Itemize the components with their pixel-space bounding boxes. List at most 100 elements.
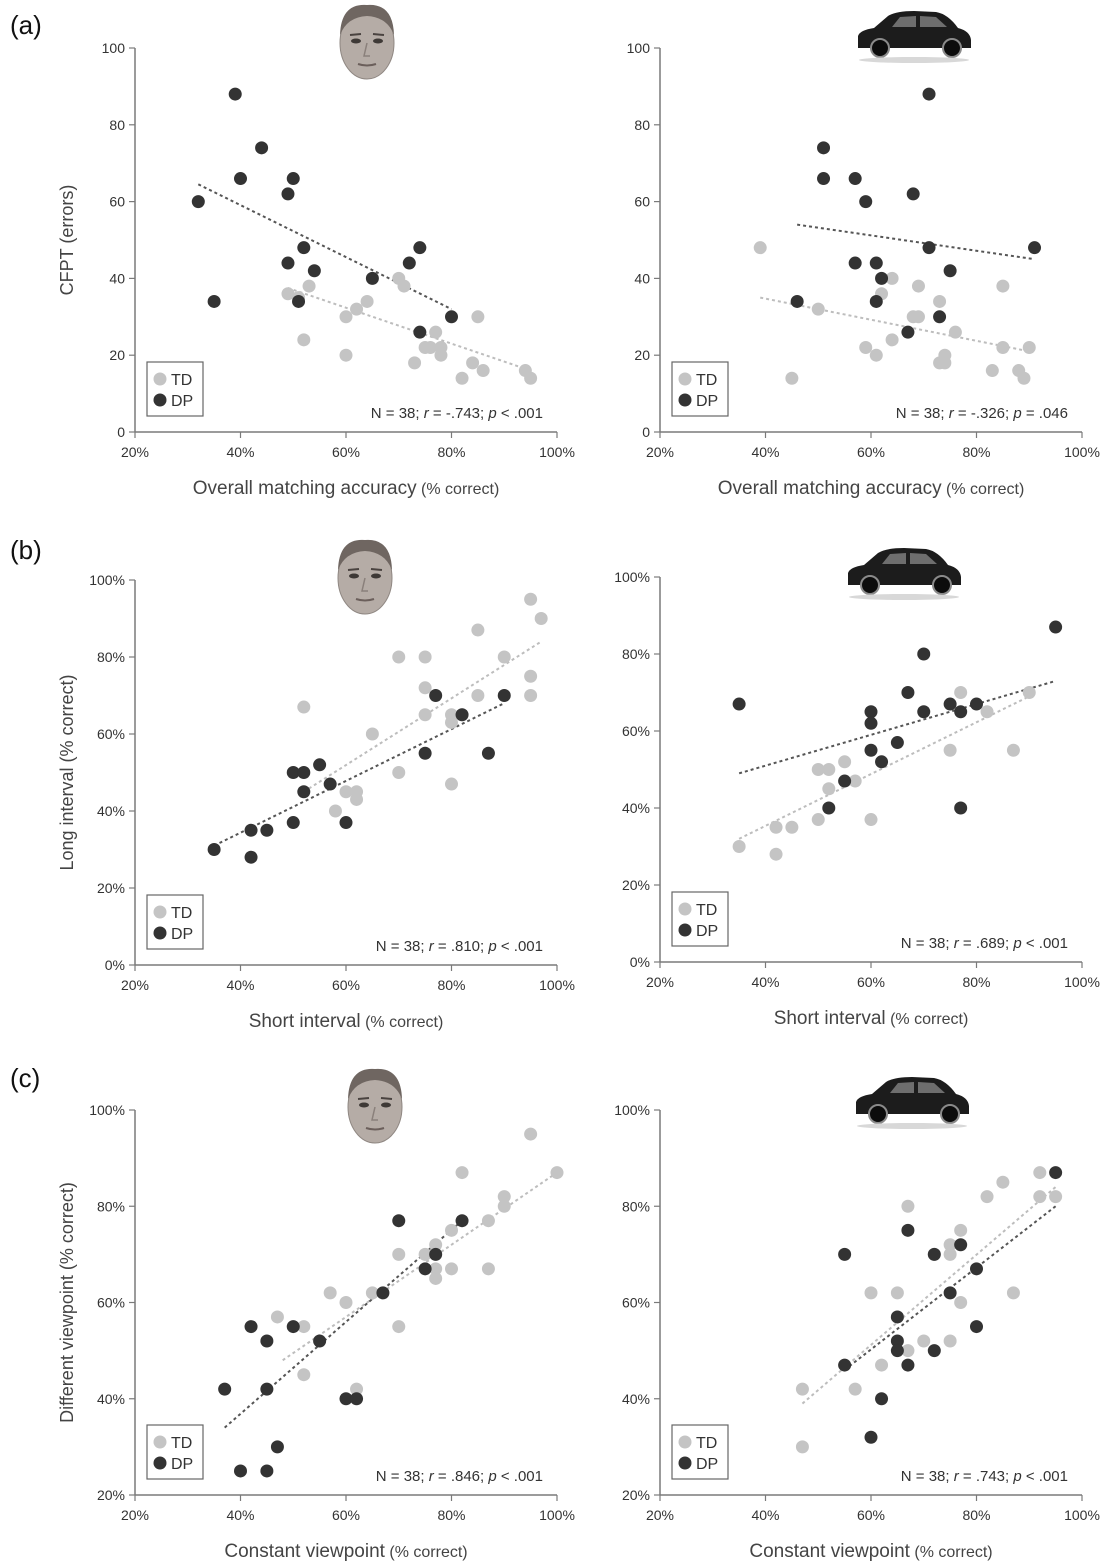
chart-b-face: 0% 20% 40% 60% 80% 100% 20% 40% 60% 80% 100% Short … <box>57 539 575 1032</box>
legend-label-td: TD <box>171 905 192 922</box>
y-tick-label: 40% <box>97 1391 125 1407</box>
data-point-td <box>769 847 783 861</box>
data-point-dp <box>260 823 274 837</box>
x-tick-label: 60% <box>857 444 885 460</box>
data-point-dp <box>481 746 495 760</box>
data-point-dp <box>838 1358 852 1372</box>
x-axis-label-unit: (% correct) <box>385 1544 468 1561</box>
car-rear-window <box>918 1082 945 1093</box>
data-point-td <box>471 689 485 702</box>
car-photo-icon <box>848 548 961 600</box>
stats-n: N = 38; <box>371 405 424 422</box>
face-photo-icon <box>347 1068 403 1144</box>
data-point-dp <box>392 1214 406 1228</box>
panel-label-b: (b) <box>10 535 42 565</box>
data-point-td <box>769 820 783 834</box>
data-point-dp <box>901 1358 915 1372</box>
data-point-dp <box>954 801 968 815</box>
data-point-td <box>339 348 353 362</box>
legend-label-dp: DP <box>171 393 193 410</box>
face-right-brow <box>372 33 385 36</box>
data-point-dp <box>313 1334 327 1348</box>
y-tick-label: 100% <box>614 569 650 585</box>
data-point-td <box>524 592 538 606</box>
data-point-dp <box>933 310 947 324</box>
x-axis-label-main: Overall matching accuracy <box>193 478 417 499</box>
data-point-dp <box>838 1247 852 1261</box>
data-point-td <box>455 1166 469 1180</box>
stats-annotation: N = 38; r = -.326; p = .046 <box>896 405 1068 422</box>
y-tick-label: 60 <box>634 194 650 210</box>
stats-n: N = 38; <box>901 1468 954 1485</box>
data-point-td <box>365 727 379 741</box>
data-point-td <box>434 341 448 355</box>
x-tick-label: 20% <box>646 444 674 460</box>
data-point-dp <box>848 172 862 186</box>
data-point-dp <box>228 87 242 101</box>
stats-annotation: N = 38; r = -.743; p < .001 <box>371 405 543 422</box>
face-photo-icon <box>339 4 395 80</box>
data-point-dp <box>970 697 983 711</box>
data-point-dp <box>286 1320 300 1334</box>
legend-box <box>671 361 729 417</box>
data-point-td <box>822 763 836 776</box>
data-point-dp <box>970 1320 983 1334</box>
data-point-td <box>948 325 962 339</box>
data-point-dp <box>875 271 889 285</box>
data-point-td <box>429 1238 443 1252</box>
data-point-dp <box>943 264 957 278</box>
data-point-td <box>550 1166 564 1180</box>
stats-n: N = 38; <box>376 938 429 955</box>
data-point-dp <box>339 816 353 830</box>
data-point-td <box>429 1271 443 1285</box>
data-point-td <box>481 1262 495 1276</box>
car-front-wheel <box>868 1104 888 1124</box>
y-tick-label: 0 <box>642 424 650 440</box>
y-tick-label: 40% <box>622 800 650 816</box>
stats-r-value: = -.743; <box>429 405 489 422</box>
x-tick-label: 60% <box>857 974 885 990</box>
x-tick-label: 60% <box>332 977 360 993</box>
stats-p-value: < .001 <box>497 405 543 422</box>
data-point-dp <box>497 689 511 702</box>
data-point-dp <box>732 697 746 711</box>
data-point-dp <box>429 1247 443 1261</box>
stats-p-symbol: p <box>487 405 496 422</box>
data-point-dp <box>260 1382 274 1396</box>
stats-n: N = 38; <box>896 405 949 422</box>
fit-line-dp <box>224 1219 463 1429</box>
data-point-td <box>822 782 836 796</box>
data-point-dp <box>413 241 427 255</box>
data-point-td <box>864 1286 878 1300</box>
face-left-eye <box>359 1102 369 1108</box>
data-point-td <box>534 612 548 625</box>
x-axis-label: Constant viewpoint (% correct) <box>224 1541 467 1562</box>
stats-annotation: N = 38; r = .689; p < .001 <box>901 935 1068 952</box>
data-point-td <box>328 804 342 818</box>
data-point-td <box>471 623 485 637</box>
x-tick-label: 20% <box>121 444 149 460</box>
x-axis-label: Short interval (% correct) <box>249 1011 444 1032</box>
legend-box <box>671 1424 729 1480</box>
data-point-dp <box>922 87 936 101</box>
stats-r-symbol: r <box>954 935 960 952</box>
legend-marker-td <box>678 902 692 916</box>
x-axis-label: Overall matching accuracy (% correct) <box>193 478 500 499</box>
data-point-td <box>943 1238 957 1252</box>
legend-label-dp: DP <box>171 1456 193 1473</box>
data-point-td <box>1017 371 1031 385</box>
data-point-dp <box>207 843 221 856</box>
data-point-td <box>954 1296 968 1309</box>
y-tick-label: 0% <box>630 954 650 970</box>
y-tick-label: 20 <box>634 347 650 363</box>
data-point-dp <box>191 195 205 209</box>
data-point-dp <box>922 241 936 255</box>
data-point-td <box>476 364 490 378</box>
legend-label-dp: DP <box>696 393 718 410</box>
data-point-td <box>838 755 852 769</box>
data-point-dp <box>207 294 221 308</box>
car-shadow <box>857 1123 967 1129</box>
fit-line-dp <box>738 679 1056 775</box>
data-point-td <box>445 1223 458 1237</box>
